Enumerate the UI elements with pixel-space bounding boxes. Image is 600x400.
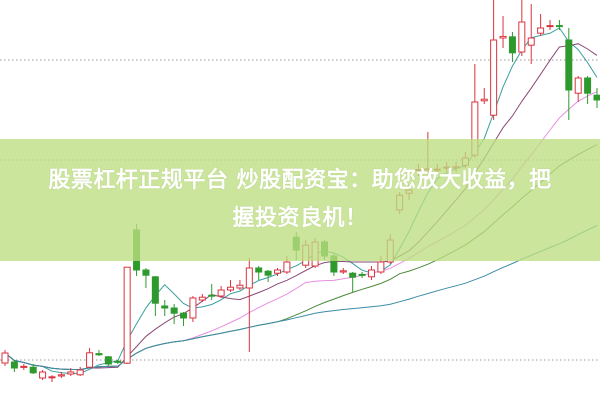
candle-down <box>142 269 150 276</box>
candle-up <box>189 297 197 319</box>
candle-up <box>499 35 507 39</box>
candle-up <box>518 21 526 53</box>
moving-average-60-line <box>4 225 598 370</box>
banner-title-line-2: 握投资良机！ <box>232 206 368 231</box>
candle-up <box>1 352 9 364</box>
candle-down <box>161 305 169 309</box>
candle-up <box>123 266 131 364</box>
candle-up <box>227 286 235 291</box>
candle-down <box>358 273 366 276</box>
candle-down <box>565 39 573 91</box>
candle-down <box>170 307 178 314</box>
candle-up <box>274 269 282 274</box>
candle-down <box>555 25 563 28</box>
candle-down <box>584 77 592 94</box>
title-banner: 股票杠杆正规平台 炒股配资宝：助您放大收益，把 握投资良机！ <box>0 139 600 261</box>
candle-up <box>537 27 545 34</box>
candle-down <box>180 312 188 319</box>
candle-down <box>593 94 600 101</box>
candle-up <box>339 270 347 273</box>
candle-down <box>10 361 18 369</box>
moving-average-5-line <box>4 27 598 375</box>
candle-up <box>57 374 65 377</box>
candle-up <box>490 39 498 116</box>
candle-up <box>367 269 375 278</box>
candle-up <box>39 371 47 379</box>
candle-up <box>76 369 84 376</box>
candle-up <box>480 98 488 102</box>
candle-up <box>283 261 291 273</box>
candle-up <box>67 371 75 375</box>
moving-average-10-line <box>4 43 598 370</box>
candle-down <box>255 267 263 273</box>
candle-up <box>217 289 225 297</box>
candle-down <box>29 366 37 374</box>
candle-up <box>377 261 385 273</box>
candle-down <box>508 36 516 54</box>
candle-up <box>527 37 535 46</box>
candle-up <box>198 296 206 301</box>
candle-up <box>245 267 253 289</box>
candle-down <box>349 272 357 278</box>
candle-down <box>114 360 122 363</box>
candle-up <box>86 352 94 368</box>
candle-down <box>104 356 112 365</box>
candle-up <box>20 365 28 368</box>
candle-down <box>151 276 159 304</box>
candle-up <box>48 376 56 379</box>
candle-up <box>546 25 554 28</box>
banner-title-line-1: 股票杠杆正规平台 炒股配资宝：助您放大收益，把 <box>48 168 552 193</box>
candle-down <box>208 294 216 297</box>
candle-up <box>574 77 582 94</box>
candle-down <box>264 270 272 276</box>
candle-down <box>95 353 103 356</box>
candle-up <box>236 284 244 289</box>
